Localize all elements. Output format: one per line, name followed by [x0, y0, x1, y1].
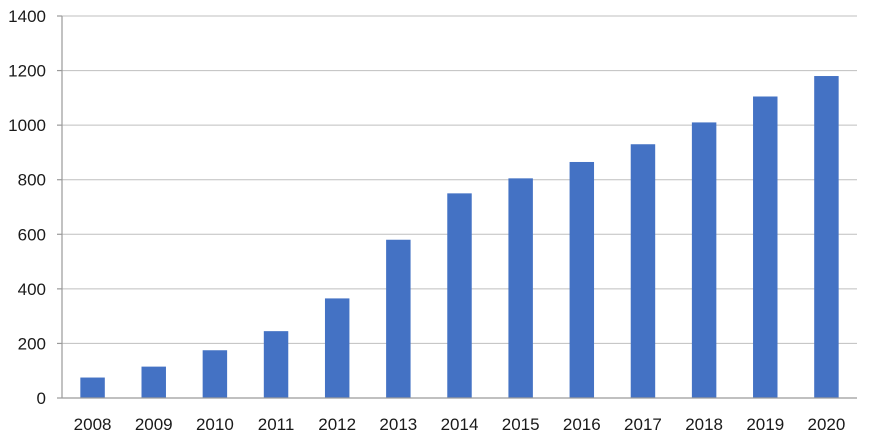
bar-2016 [569, 161, 595, 398]
y-tick-label: 200 [18, 334, 46, 353]
bar-2017 [630, 144, 656, 398]
bars [80, 76, 839, 399]
y-tick-label: 800 [18, 171, 46, 190]
x-tick-label: 2013 [379, 415, 417, 434]
y-tick-label: 400 [18, 280, 46, 299]
x-tick-label: 2009 [135, 415, 173, 434]
bar-2014 [447, 193, 472, 398]
axes [57, 15, 857, 399]
bar-2018 [691, 122, 717, 399]
x-tick-label: 2016 [563, 415, 601, 434]
x-tick-label: 2019 [746, 415, 784, 434]
x-tick-label: 2017 [624, 415, 662, 434]
y-tick-label: 1200 [8, 62, 46, 81]
bar-2012 [324, 298, 350, 398]
y-tick-label: 1000 [8, 116, 46, 135]
bar-2015 [508, 178, 533, 398]
x-tick-label: 2008 [74, 415, 112, 434]
tick-labels: 0 200 400 600 800 1000 1200 1400 2008 2009 2010 201… [8, 7, 845, 434]
y-tick-label: 0 [37, 389, 46, 408]
x-tick-label: 2012 [318, 415, 356, 434]
bar-2011 [263, 331, 289, 398]
bar-2019 [753, 96, 778, 398]
x-tick-label: 2015 [502, 415, 540, 434]
bar-2013 [386, 239, 411, 398]
bar-2010 [202, 350, 228, 398]
bar-2008 [80, 377, 105, 398]
x-tick-label: 2010 [196, 415, 234, 434]
x-tick-label: 2014 [441, 415, 479, 434]
y-tick-label: 600 [18, 225, 46, 244]
x-tick-label: 2011 [258, 415, 295, 434]
x-tick-label: 2020 [808, 415, 846, 434]
x-tick-label: 2018 [685, 415, 723, 434]
y-tick-label: 1400 [8, 7, 46, 26]
bar-2009 [141, 366, 166, 398]
bar-2020 [814, 76, 839, 399]
